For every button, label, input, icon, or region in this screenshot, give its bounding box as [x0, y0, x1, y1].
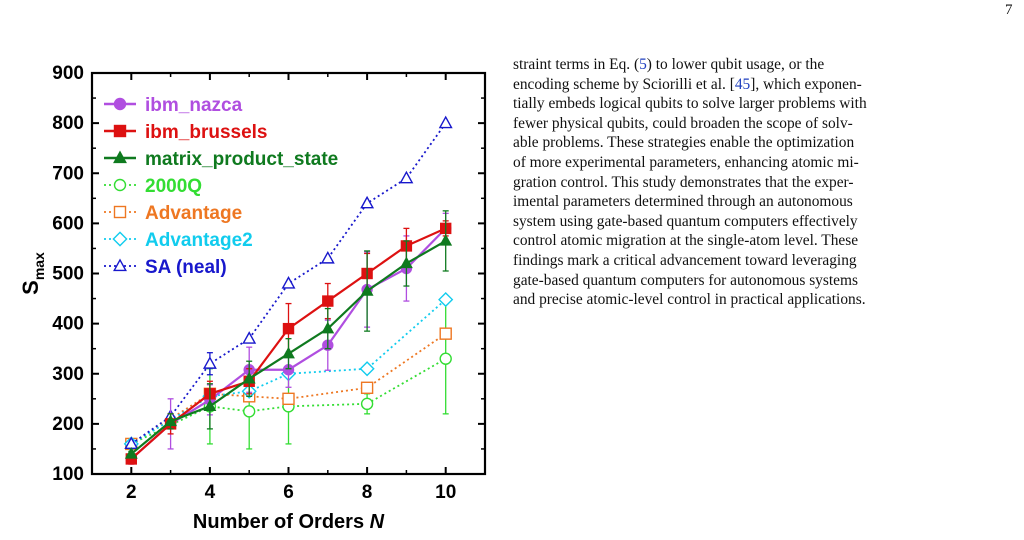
- legend-item: Advantage2: [104, 230, 253, 251]
- legend-item: SA (neal): [104, 257, 227, 278]
- data-point: [360, 195, 375, 209]
- x-axis-label-text: Number of Orders: [193, 511, 370, 533]
- y-tick-label: 100: [52, 464, 84, 485]
- text-line-12: gate-based quantum computers for autonom…: [513, 271, 858, 289]
- legend-marker: [113, 97, 127, 111]
- series-matrix-product-state: [124, 210, 453, 459]
- legend-marker: [113, 178, 127, 192]
- legend-item: matrix_product_state: [104, 149, 338, 170]
- y-axis-label-symbol: S: [18, 280, 43, 295]
- data-point: [242, 371, 256, 384]
- legend-item: 2000Q: [104, 176, 202, 197]
- series-sa-neal: [124, 115, 453, 450]
- text-line-13: and precise atomic-level control in prac…: [513, 291, 866, 309]
- x-tick-label: 4: [205, 482, 216, 503]
- y-axis-label: Smax: [18, 252, 47, 295]
- x-tick-label: 8: [362, 482, 373, 503]
- data-point: [439, 352, 452, 365]
- text-line-8: imental parameters determined through an…: [513, 193, 853, 211]
- body-paragraph: straint terms in Eq. (5) to lower qubit …: [513, 55, 1018, 310]
- data-point: [124, 447, 138, 459]
- legend-label: Advantage: [145, 203, 242, 224]
- y-tick-label: 500: [52, 264, 84, 285]
- text-line-5: able problems. These strategies enable t…: [513, 134, 855, 152]
- legend-label: ibm_nazca: [145, 95, 243, 116]
- citation-ref-link[interactable]: 45: [734, 75, 751, 93]
- text-line-7: gration control. This study demonstrates…: [513, 173, 854, 191]
- series-line: [130, 357, 447, 445]
- y-tick-label: 400: [52, 314, 84, 335]
- legend-marker: [113, 150, 127, 164]
- x-tick-label: 2: [126, 482, 137, 503]
- y-tick-label: 200: [52, 414, 84, 435]
- x-tick-label: 6: [283, 482, 294, 503]
- data-point: [399, 170, 414, 184]
- page-number: 7: [1005, 2, 1013, 18]
- data-point: [282, 322, 295, 335]
- legend-marker: [112, 231, 128, 247]
- text-line-10: control atomic migration at the single-a…: [513, 232, 859, 250]
- equation-ref-link[interactable]: 5: [639, 56, 647, 73]
- data-point: [242, 405, 256, 418]
- data-point: [438, 115, 453, 129]
- data-point: [321, 321, 335, 334]
- text-line-9: system using gate-based quantum computer…: [513, 212, 858, 230]
- chart-svg: 2 4 6 8 10 100 200 300 400 500 600 700 800 900 Number …: [18, 63, 487, 533]
- y-tick-label: 900: [52, 63, 84, 84]
- legend-label: Advantage2: [145, 230, 253, 251]
- data-point: [399, 256, 413, 269]
- y-axis-label-subscript: max: [31, 252, 47, 280]
- data-point: [359, 361, 375, 377]
- data-point: [164, 414, 178, 427]
- text-line-2: encoding scheme by Sciorilli et al. [45]…: [513, 75, 862, 93]
- legend-label: 2000Q: [145, 176, 202, 197]
- data-point: [322, 295, 334, 307]
- data-point: [360, 381, 374, 394]
- figure-chart: 2 4 6 8 10 100 200 300 400 500 600 700 800 900 Number …: [0, 0, 500, 540]
- data-point: [282, 346, 295, 359]
- data-point: [202, 356, 217, 369]
- data-point: [320, 250, 335, 264]
- text-line-3: tially embeds logical qubits to solve la…: [513, 95, 867, 113]
- legend-label: SA (neal): [145, 257, 227, 278]
- data-point: [360, 284, 374, 296]
- data-point: [242, 331, 257, 344]
- y-tick-label: 700: [52, 163, 84, 184]
- text-line-11: findings mark a critical advancement tow…: [513, 251, 857, 269]
- text-line-1: straint terms in Eq. (5) to lower qubit …: [513, 56, 825, 73]
- text-line-6: of more experimental parameters, enhanci…: [513, 153, 859, 171]
- data-point: [439, 233, 453, 246]
- y-tick-label: 600: [52, 213, 84, 234]
- legend-item: ibm_nazca: [104, 95, 243, 116]
- y-tick-label: 300: [52, 364, 84, 385]
- data-point: [282, 392, 295, 406]
- text-line-4: fewer physical qubits, could broaden the…: [513, 114, 853, 132]
- x-axis-label-variable: N: [370, 511, 385, 533]
- y-tick-label: 800: [52, 113, 84, 134]
- data-point: [203, 399, 217, 412]
- legend-marker: [113, 258, 127, 272]
- x-tick-label: 10: [435, 482, 456, 503]
- legend-item: Advantage: [104, 203, 242, 224]
- data-point: [438, 291, 454, 308]
- legend-label: matrix_product_state: [145, 149, 338, 170]
- legend-label: ibm_brussels: [145, 122, 268, 143]
- data-point: [439, 327, 452, 340]
- data-point: [281, 276, 296, 289]
- legend-marker: [113, 205, 127, 219]
- legend-marker: [113, 124, 127, 138]
- data-point: [360, 397, 374, 411]
- legend: ibm_nazca ibm_brussels matrix_product_stat…: [104, 95, 338, 278]
- legend-item: ibm_brussels: [104, 122, 268, 143]
- x-axis-label: Number of Orders N: [193, 511, 385, 533]
